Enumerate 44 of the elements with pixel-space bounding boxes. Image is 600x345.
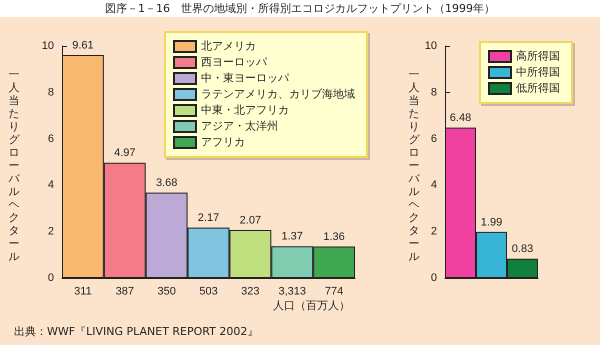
- text: 一人当たりグローバルヘクタール: [408, 68, 420, 263]
- data-label: 1.37: [282, 230, 303, 243]
- text: 一人当たりグローバルヘクタール: [8, 68, 20, 263]
- x-axis-title: 人口（百万人）: [273, 298, 350, 313]
- y-tick-label: 0: [48, 272, 54, 284]
- y-tick-label: 10: [42, 40, 54, 52]
- legend-label: アジア・太洋州: [201, 120, 278, 132]
- y-tick-label: 8: [48, 86, 54, 98]
- y-tick-label: 6: [430, 132, 437, 145]
- data-label: 3.68: [156, 177, 178, 190]
- data-label: 6.48: [450, 112, 472, 124]
- y-tick-label: 4: [430, 179, 437, 192]
- legend-label: 高所得国: [516, 50, 560, 62]
- x-tick-label: 387: [116, 286, 134, 298]
- x-tick-label: 311: [74, 286, 92, 298]
- data-label: 1.36: [323, 230, 345, 243]
- data-label: 2.07: [240, 214, 262, 226]
- data-label: 9.61: [72, 40, 94, 52]
- y-tick-label: 4: [48, 179, 54, 192]
- legend-label: 中所得国: [516, 66, 560, 78]
- y-tick-label: 0: [430, 272, 437, 284]
- data-label: 1.99: [480, 216, 502, 228]
- legend-label: 西ヨーロッパ: [201, 56, 268, 68]
- legend-label: アフリカ: [201, 136, 245, 148]
- y-tick-label: 6: [48, 132, 54, 145]
- legend-label: 北アメリカ: [201, 40, 256, 52]
- x-tick-label: 3,313: [278, 286, 306, 298]
- legend-label: 中・東ヨーロッパ: [201, 72, 290, 84]
- data-label: 4.97: [114, 147, 136, 160]
- y-tick-label: 2: [48, 226, 54, 238]
- legend-label: ラテンアメリカ、カリブ海地域: [201, 88, 355, 100]
- legend-label: 中東・北アフリカ: [201, 104, 289, 116]
- y-tick-label: 8: [430, 86, 437, 98]
- legend-label: 低所得国: [516, 82, 560, 94]
- source-note: 出典：WWF『LIVING PLANET REPORT 2002』: [14, 324, 258, 339]
- data-label: 2.17: [198, 212, 220, 224]
- y-tick-label: 10: [424, 40, 437, 52]
- y-tick-label: 2: [430, 226, 437, 238]
- x-tick-label: 323: [241, 286, 260, 298]
- chart-title: 図序－1－16 世界の地域別・所得別エコロジカルフットプリント（1999年）: [0, 0, 600, 17]
- x-tick-label: 774: [324, 286, 344, 298]
- data-label: 0.83: [512, 243, 534, 256]
- x-tick-label: 350: [157, 286, 176, 298]
- x-tick-label: 503: [199, 286, 218, 298]
